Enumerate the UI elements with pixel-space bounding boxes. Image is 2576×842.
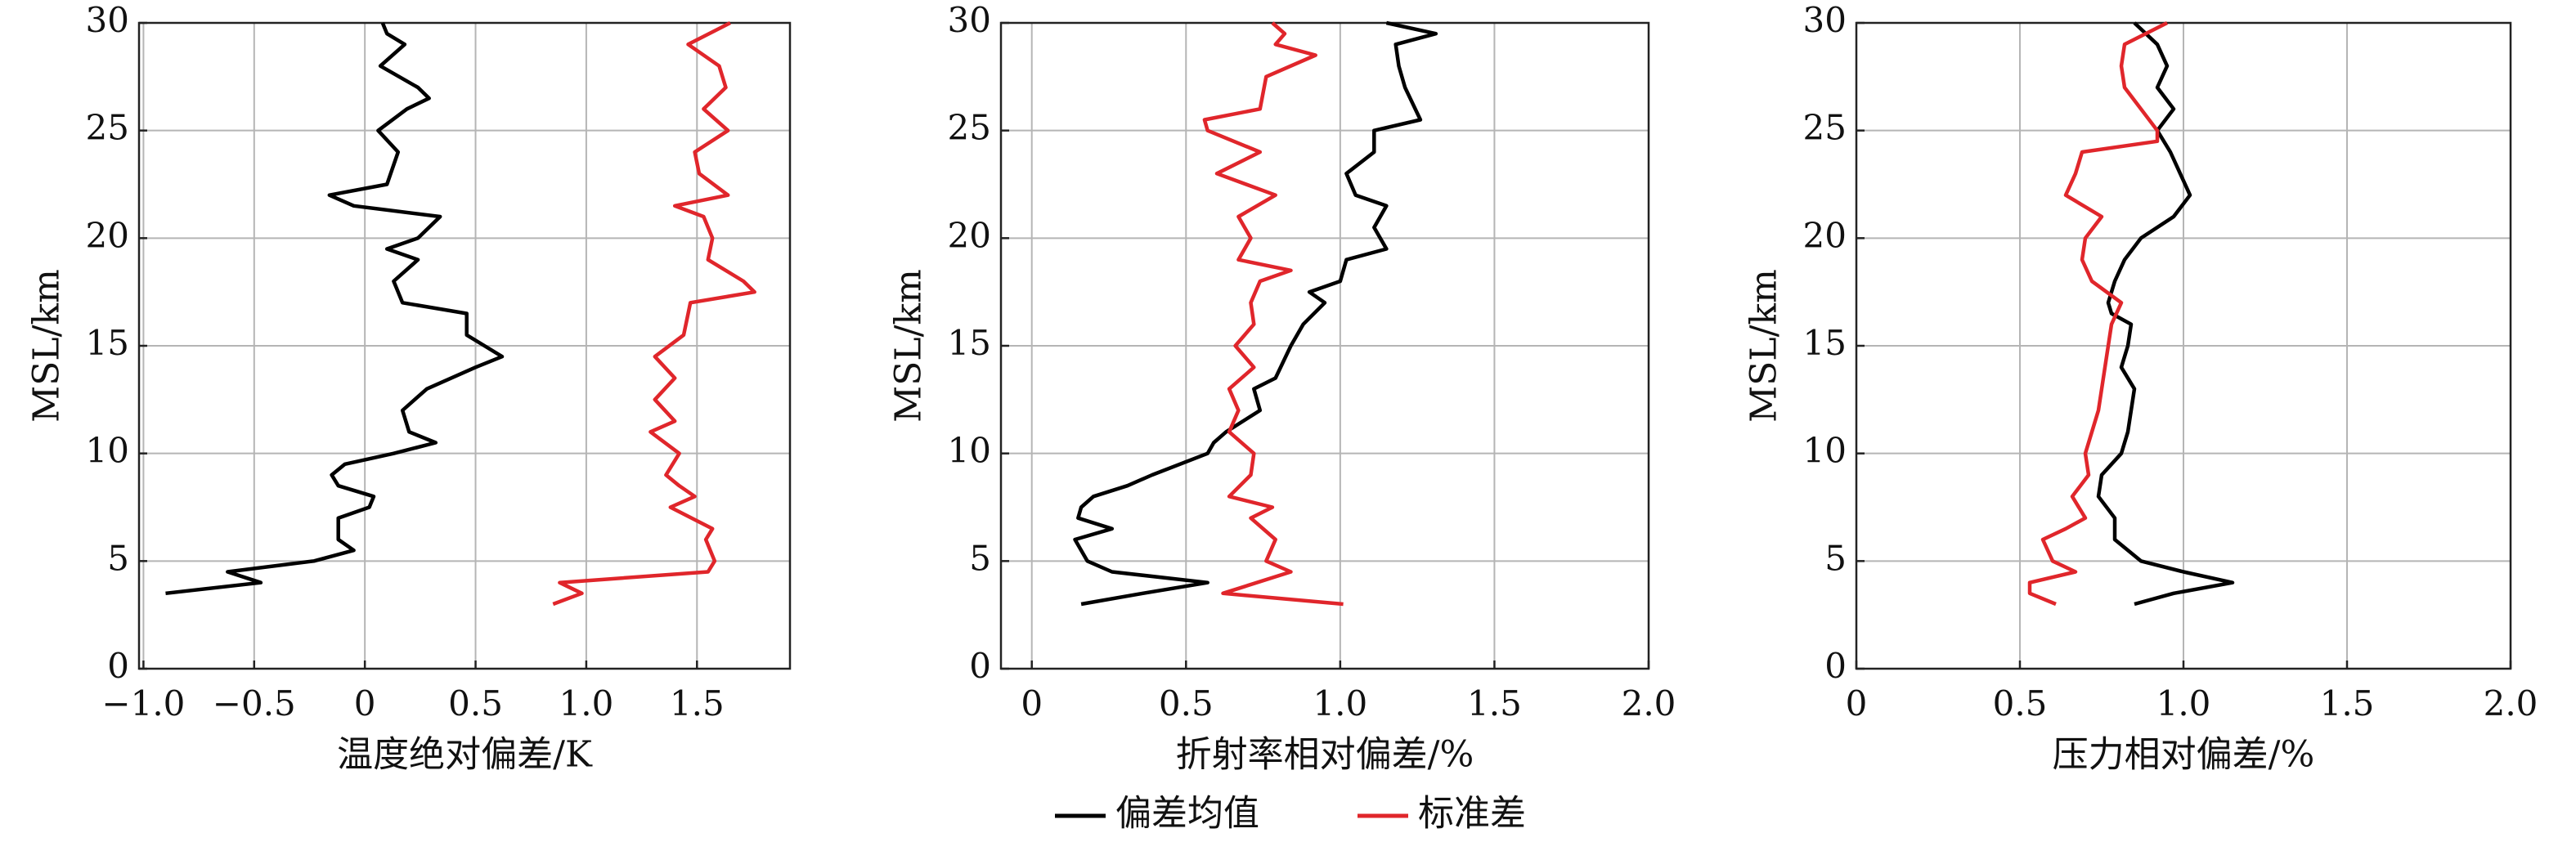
plot-frame — [137, 21, 792, 670]
y-tick-label: 15 — [948, 323, 991, 363]
y-tick-label: 0 — [969, 646, 991, 686]
y-tick-label: 10 — [86, 431, 129, 471]
x-axis-label: 压力相对偏差/% — [2053, 734, 2315, 776]
y-tick-label: 0 — [1824, 646, 1847, 686]
x-tick-label: 1.0 — [559, 683, 614, 723]
x-tick-label: 2.0 — [1622, 683, 1676, 723]
legend-label: 偏差均值 — [1115, 793, 1259, 835]
y-tick-label: 25 — [1803, 108, 1847, 148]
y-tick-label: 15 — [1803, 323, 1847, 363]
x-axis-label: 温度绝对偏差/K — [337, 734, 593, 776]
x-tick-label: 1.5 — [1467, 683, 1522, 723]
profile-line — [1073, 20, 1438, 607]
x-tick-label: −0.5 — [213, 683, 296, 723]
y-axis-label: MSL/km — [1744, 269, 1785, 423]
legend-label: 标准差 — [1418, 793, 1526, 835]
x-axis-label: 折射率相对偏差/% — [1176, 734, 1474, 776]
y-axis-label: MSL/km — [26, 269, 68, 423]
y-tick-label: 5 — [1824, 538, 1847, 578]
y-tick-label: 5 — [969, 538, 991, 578]
y-tick-label: 30 — [948, 0, 991, 40]
plot-frame — [1855, 21, 2512, 670]
plot-frame — [999, 21, 1650, 670]
x-tick-label: −1.0 — [101, 683, 185, 723]
y-tick-label: 20 — [948, 215, 991, 255]
y-axis-label: MSL/km — [888, 269, 930, 423]
y-tick-label: 15 — [86, 323, 129, 363]
profile-line — [552, 20, 756, 607]
x-tick-label: 0 — [1021, 683, 1043, 723]
x-tick-label: 0.5 — [1159, 683, 1214, 723]
y-tick-label: 5 — [107, 538, 129, 578]
y-tick-label: 10 — [948, 431, 991, 471]
y-tick-label: 25 — [948, 108, 991, 148]
y-tick-label: 10 — [1803, 431, 1847, 471]
x-tick-label: 1.0 — [1313, 683, 1367, 723]
profile-line — [2096, 21, 2235, 607]
x-tick-label: 2.0 — [2484, 683, 2538, 723]
y-tick-label: 20 — [86, 215, 129, 255]
x-tick-label: 1.5 — [670, 683, 725, 723]
y-tick-label: 30 — [86, 0, 129, 40]
x-tick-label: 0.5 — [448, 683, 503, 723]
x-tick-label: 0 — [1846, 683, 1868, 723]
y-tick-label: 25 — [86, 108, 129, 148]
y-tick-label: 0 — [107, 646, 129, 686]
profile-line — [1202, 21, 1344, 607]
y-tick-label: 30 — [1803, 0, 1847, 40]
y-tick-label: 20 — [1803, 215, 1847, 255]
x-tick-label: 1.0 — [2156, 683, 2211, 723]
x-tick-label: 0.5 — [1993, 683, 2048, 723]
profile-line — [165, 22, 505, 596]
profile-line — [2027, 20, 2169, 607]
x-tick-label: 0 — [354, 683, 376, 723]
x-tick-label: 1.5 — [2320, 683, 2375, 723]
